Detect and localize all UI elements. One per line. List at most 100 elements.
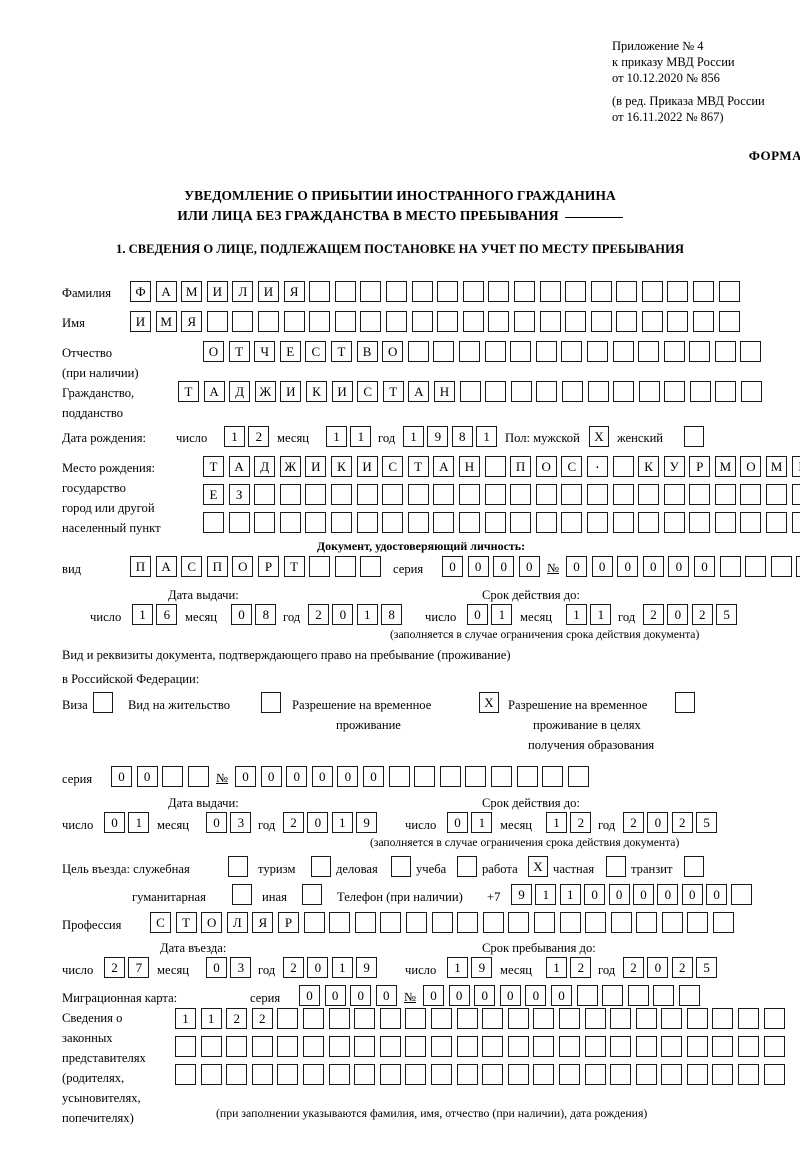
char-cell[interactable]: Т <box>382 381 404 402</box>
char-cell[interactable]: 0 <box>499 985 521 1006</box>
char-cell[interactable] <box>713 912 735 933</box>
char-cell[interactable] <box>330 512 352 533</box>
char-cell[interactable] <box>490 766 512 787</box>
char-cell[interactable]: С <box>357 381 379 402</box>
char-cell[interactable]: 0 <box>525 985 547 1006</box>
char-cell[interactable]: 0 <box>667 604 689 625</box>
char-cell[interactable]: 0 <box>324 985 346 1006</box>
char-cell[interactable] <box>610 1008 632 1029</box>
char-cell[interactable] <box>585 912 607 933</box>
char-cell[interactable] <box>791 484 800 505</box>
char-cell[interactable]: 0 <box>617 556 639 577</box>
char-cell[interactable] <box>590 281 612 302</box>
char-cell[interactable] <box>510 381 532 402</box>
char-cell[interactable] <box>641 311 663 332</box>
char-cell[interactable] <box>277 1008 299 1029</box>
char-cell[interactable] <box>730 884 752 905</box>
char-cell[interactable] <box>507 1008 529 1029</box>
char-cell[interactable] <box>360 281 382 302</box>
char-cell[interactable] <box>602 985 624 1006</box>
char-cell[interactable] <box>539 281 561 302</box>
char-cell[interactable]: Я <box>252 912 274 933</box>
char-cell[interactable]: 0 <box>350 985 372 1006</box>
char-cell[interactable] <box>200 1036 222 1057</box>
char-cell[interactable]: 1 <box>326 426 347 447</box>
purpose-other-checkbox[interactable] <box>302 884 322 905</box>
char-cell[interactable] <box>539 311 561 332</box>
char-cell[interactable]: 0 <box>693 556 715 577</box>
char-cell[interactable] <box>638 512 660 533</box>
char-cell[interactable] <box>433 512 455 533</box>
purpose-study-checkbox[interactable] <box>457 856 477 877</box>
char-cell[interactable] <box>465 766 487 787</box>
char-cell[interactable] <box>206 311 228 332</box>
char-cell[interactable] <box>610 912 632 933</box>
char-cell[interactable] <box>616 281 638 302</box>
char-cell[interactable]: 0 <box>584 884 606 905</box>
char-cell[interactable]: С <box>150 912 171 933</box>
char-cell[interactable] <box>433 341 455 362</box>
char-cell[interactable] <box>411 281 433 302</box>
char-cell[interactable] <box>459 381 481 402</box>
char-cell[interactable]: Т <box>228 341 250 362</box>
char-cell[interactable] <box>407 512 429 533</box>
char-cell[interactable]: 1 <box>175 1008 196 1029</box>
char-cell[interactable]: 0 <box>493 556 515 577</box>
char-cell[interactable]: С <box>382 456 404 477</box>
char-cell[interactable]: Ж <box>279 456 301 477</box>
char-cell[interactable] <box>586 512 608 533</box>
char-cell[interactable]: 1 <box>224 426 245 447</box>
char-cell[interactable] <box>641 281 663 302</box>
char-cell[interactable] <box>638 341 660 362</box>
char-cell[interactable] <box>561 381 583 402</box>
char-cell[interactable] <box>482 1008 504 1029</box>
char-cell[interactable] <box>738 1036 760 1057</box>
char-cell[interactable]: 0 <box>647 812 669 833</box>
visa-checkbox[interactable] <box>93 692 113 713</box>
char-cell[interactable] <box>584 1036 606 1057</box>
char-cell[interactable]: 0 <box>632 884 654 905</box>
char-cell[interactable] <box>309 281 331 302</box>
char-cell[interactable] <box>689 381 711 402</box>
char-cell[interactable] <box>439 766 461 787</box>
birth-place-row-3[interactable] <box>203 512 800 533</box>
char-cell[interactable]: К <box>638 456 660 477</box>
char-cell[interactable] <box>689 512 711 533</box>
char-cell[interactable] <box>254 512 276 533</box>
char-cell[interactable] <box>354 1064 376 1085</box>
char-cell[interactable] <box>328 1008 350 1029</box>
char-cell[interactable] <box>283 311 305 332</box>
char-cell[interactable]: 2 <box>248 426 270 447</box>
char-cell[interactable] <box>766 512 788 533</box>
char-cell[interactable]: Т <box>175 912 197 933</box>
temp-residence-checkbox[interactable]: X <box>479 692 499 713</box>
char-cell[interactable]: 1 <box>132 604 153 625</box>
char-cell[interactable]: 0 <box>474 985 496 1006</box>
char-cell[interactable]: О <box>382 341 404 362</box>
sex-male-checkbox[interactable]: X <box>589 426 609 447</box>
char-cell[interactable] <box>508 912 530 933</box>
char-cell[interactable] <box>379 1008 401 1029</box>
char-cell[interactable]: 8 <box>255 604 277 625</box>
char-cell[interactable] <box>533 1036 555 1057</box>
char-cell[interactable] <box>663 512 685 533</box>
char-cell[interactable]: О <box>232 556 254 577</box>
char-cell[interactable]: Е <box>203 484 224 505</box>
char-cell[interactable]: 1 <box>356 604 378 625</box>
char-cell[interactable] <box>334 311 356 332</box>
char-cell[interactable]: Р <box>689 456 711 477</box>
char-cell[interactable]: 2 <box>283 957 304 978</box>
char-cell[interactable]: О <box>535 456 557 477</box>
char-cell[interactable] <box>328 1064 350 1085</box>
char-cell[interactable]: 9 <box>427 426 449 447</box>
char-cell[interactable]: М <box>714 456 736 477</box>
char-cell[interactable] <box>535 484 557 505</box>
char-cell[interactable]: 0 <box>447 812 468 833</box>
